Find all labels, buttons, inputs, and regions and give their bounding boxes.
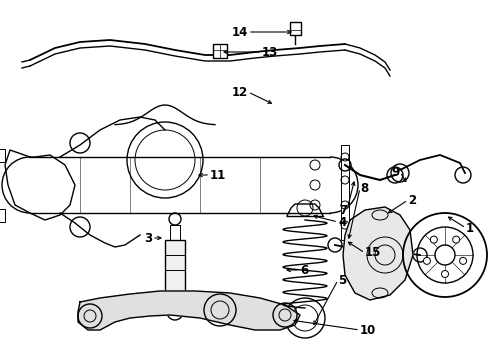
Text: 1: 1 <box>466 221 474 234</box>
Text: 14: 14 <box>232 26 248 39</box>
Circle shape <box>423 257 430 264</box>
Circle shape <box>460 257 466 264</box>
Polygon shape <box>78 291 300 330</box>
FancyBboxPatch shape <box>0 209 5 222</box>
Text: 8: 8 <box>360 181 368 194</box>
FancyBboxPatch shape <box>0 149 5 162</box>
Text: 3: 3 <box>144 231 152 244</box>
Text: 6: 6 <box>300 264 308 276</box>
Circle shape <box>430 236 438 243</box>
FancyBboxPatch shape <box>341 145 349 240</box>
Text: 4: 4 <box>338 216 346 229</box>
FancyBboxPatch shape <box>213 44 227 58</box>
Polygon shape <box>343 207 413 300</box>
Text: 11: 11 <box>210 168 226 181</box>
Text: 7: 7 <box>339 203 347 216</box>
Text: 9: 9 <box>392 166 400 179</box>
Circle shape <box>441 270 448 278</box>
Text: 15: 15 <box>365 247 381 260</box>
Circle shape <box>453 236 460 243</box>
Text: 10: 10 <box>360 324 376 337</box>
Text: 13: 13 <box>262 45 278 59</box>
Text: 2: 2 <box>408 194 416 207</box>
Text: 12: 12 <box>232 86 248 99</box>
Text: 5: 5 <box>338 274 346 287</box>
FancyBboxPatch shape <box>290 22 301 35</box>
FancyBboxPatch shape <box>165 240 185 300</box>
